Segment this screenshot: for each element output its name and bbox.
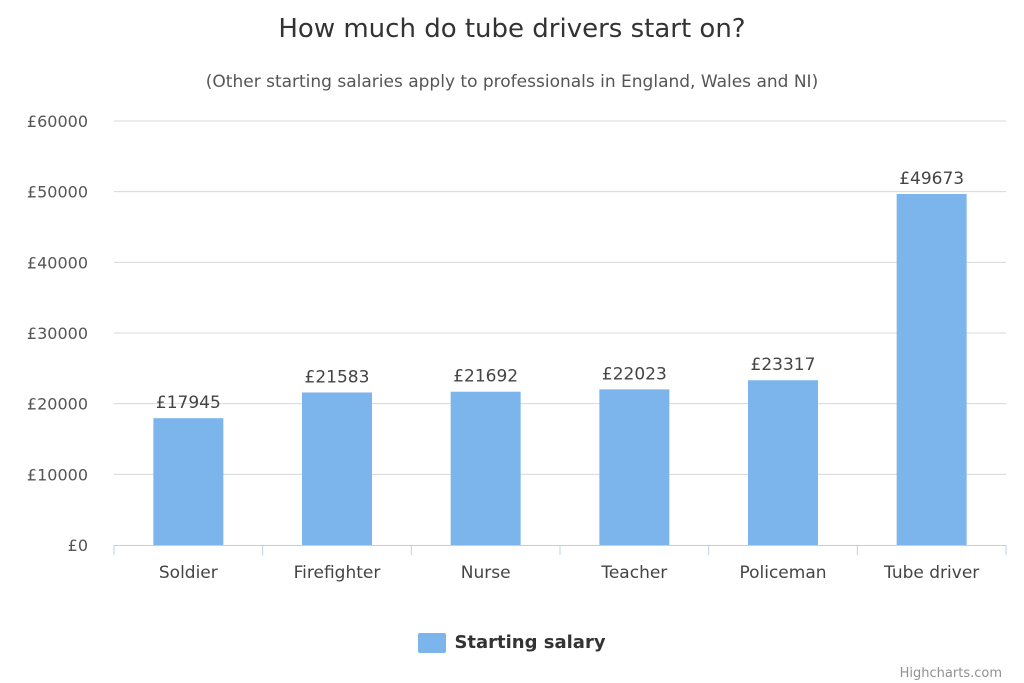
bar[interactable] [748, 380, 818, 545]
y-tick-label: £60000 [27, 112, 88, 131]
data-label: £21692 [453, 367, 518, 387]
bar[interactable] [599, 389, 670, 545]
data-label: £23317 [751, 355, 816, 375]
bar[interactable] [153, 418, 224, 545]
data-label: £17945 [156, 393, 221, 413]
credits-link[interactable]: Highcharts.com [899, 666, 1002, 681]
y-tick-label: £40000 [27, 253, 88, 272]
y-tick-label: £20000 [27, 395, 88, 414]
x-tick-label: Teacher [600, 563, 667, 583]
legend[interactable]: Starting salary [0, 632, 1024, 653]
data-label: £21583 [305, 367, 370, 387]
x-tick-label: Firefighter [294, 563, 381, 583]
y-tick-label: £0 [68, 536, 88, 555]
legend-swatch [418, 632, 447, 653]
bar[interactable] [896, 193, 967, 545]
bar[interactable] [450, 391, 521, 545]
x-tick-label: Tube driver [883, 563, 979, 583]
legend-item-starting-salary[interactable]: Starting salary [454, 632, 606, 653]
data-label: £22023 [602, 364, 667, 384]
x-tick-label: Policeman [739, 563, 826, 583]
data-label: £49673 [899, 169, 964, 189]
y-tick-label: £30000 [27, 324, 88, 343]
chart-title: How much do tube drivers start on? [278, 14, 746, 44]
y-tick-label: £10000 [27, 465, 88, 484]
bar[interactable] [302, 392, 372, 545]
y-tick-label: £50000 [27, 183, 88, 202]
x-tick-label: Soldier [159, 563, 218, 583]
chart-subtitle: (Other starting salaries apply to profes… [205, 72, 819, 92]
x-tick-label: Nurse [461, 563, 511, 583]
